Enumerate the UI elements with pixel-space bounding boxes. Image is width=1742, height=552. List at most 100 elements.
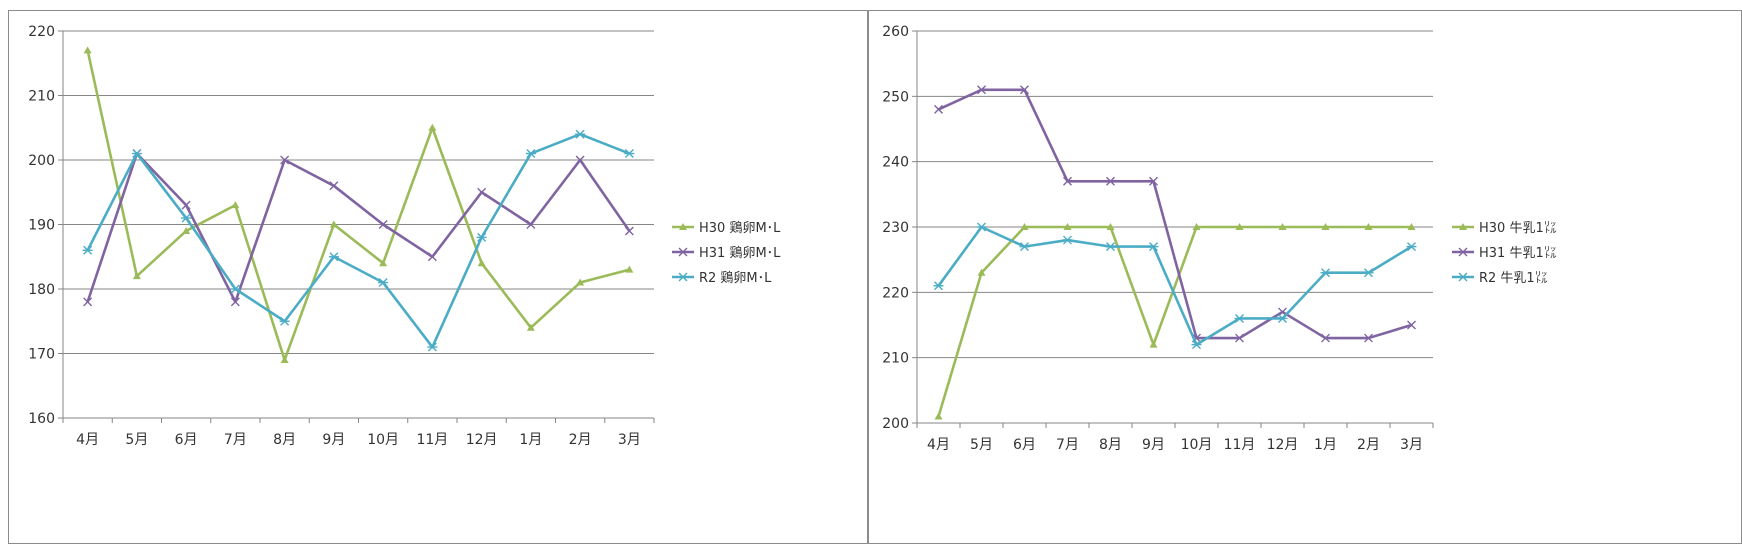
legend-entry: R2 鶏卵M･L (672, 271, 772, 286)
x-marker-stroke (378, 220, 388, 229)
triangle-marker (526, 323, 535, 331)
data-point (182, 226, 191, 234)
legend-entry: R2 牛乳1㍑ (1452, 271, 1548, 286)
data-point (575, 155, 585, 165)
triangle-marker (576, 278, 585, 286)
data-point (624, 226, 634, 236)
legend-entry: H30 牛乳1㍑ (1452, 221, 1557, 236)
x-tick-label: 7月 (1056, 437, 1079, 453)
data-point (1192, 223, 1201, 230)
triangle-marker (428, 123, 437, 131)
x-tick-label: 5月 (125, 432, 148, 448)
x-tick-label: 5月 (970, 437, 993, 453)
x-marker-stroke (1321, 333, 1330, 343)
data-point (1235, 223, 1244, 230)
series-0 (934, 223, 1416, 420)
triangle-marker (1192, 223, 1201, 230)
y-tick-label: 220 (28, 24, 55, 40)
data-point (1407, 223, 1416, 230)
data-point (1106, 223, 1115, 230)
x-tick-label: 6月 (1013, 437, 1036, 453)
y-tick-label: 240 (882, 155, 909, 171)
triangle-marker (625, 265, 634, 273)
data-point (1364, 333, 1373, 343)
data-point (427, 252, 437, 262)
data-point (379, 259, 388, 267)
data-point (977, 268, 986, 276)
x-tick-label: 3月 (618, 432, 641, 448)
legend-entry: H30 鶏卵M･L (672, 221, 781, 236)
x-marker-stroke (1063, 176, 1072, 186)
legend-label: H30 鶏卵M･L (699, 221, 781, 236)
chart-panel-eggs: 160 170 180 190 200 210 220 4月 5月 6月 7月 8月 9月 10月 11月 1… (8, 10, 868, 544)
legend-label: H30 牛乳1㍑ (1479, 221, 1557, 236)
x-marker-stroke (1364, 333, 1373, 343)
series-line (86, 50, 630, 362)
data-point (378, 220, 388, 229)
x-marker-stroke (83, 297, 93, 307)
triangle-marker (280, 355, 289, 363)
x-tick-label: 10月 (367, 432, 399, 448)
data-point (428, 123, 437, 131)
series-line (86, 152, 631, 304)
series-line (937, 225, 1413, 346)
data-point (525, 149, 536, 159)
legend-marker (679, 223, 687, 230)
y-tick-label: 190 (28, 218, 55, 234)
data-point (230, 297, 240, 307)
series-1 (83, 149, 634, 307)
legend-entry: H31 鶏卵M･L (672, 246, 781, 261)
chart-panel-milk: 200 210 220 230 240 250 260 4月 5月 6月 7月 8月 9月 10月 11月 1… (868, 10, 1742, 544)
data-point (1235, 333, 1244, 343)
x-marker-stroke (1235, 333, 1244, 343)
legend-label: R2 牛乳1㍑ (1479, 271, 1548, 286)
data-point (1321, 223, 1330, 230)
legend-marker (1459, 223, 1467, 230)
data-point (1191, 340, 1202, 350)
data-point (329, 181, 339, 191)
triangle-marker (1063, 223, 1072, 230)
data-point (231, 201, 240, 209)
x-marker-stroke (477, 187, 487, 197)
triangle-marker (132, 272, 141, 280)
triangle-marker (379, 259, 388, 267)
x-tick-label: 3月 (1400, 437, 1423, 453)
x-marker-stroke (1458, 247, 1468, 257)
data-point (427, 342, 438, 352)
y-tick-label: 210 (28, 89, 55, 105)
legend-entry: H31 牛乳1㍑ (1452, 246, 1557, 261)
egg-price-line-chart: 160 170 180 190 200 210 220 4月 5月 6月 7月 8月 9月 10月 11月 1… (28, 24, 781, 448)
triangle-marker (1106, 223, 1115, 230)
data-point (1106, 176, 1115, 186)
data-point (1148, 242, 1159, 252)
x-tick-label: 12月 (466, 432, 498, 448)
x-tick-label: 12月 (1267, 437, 1299, 453)
data-point (934, 104, 943, 114)
legend-marker (1458, 272, 1468, 282)
data-point (526, 323, 535, 331)
data-point (1321, 333, 1330, 343)
data-point (575, 129, 586, 139)
triangle-marker (1278, 223, 1287, 230)
data-point (181, 200, 191, 210)
legend-marker (1458, 247, 1468, 257)
triangle-marker (1407, 223, 1416, 230)
x-tick-label: 8月 (273, 432, 296, 448)
x-marker-stroke (427, 252, 437, 262)
data-point (625, 265, 634, 273)
triangle-marker (329, 220, 338, 228)
milk-price-line-chart: 200 210 220 230 240 250 260 4月 5月 6月 7月 8月 9月 10月 11月 1… (882, 24, 1557, 453)
data-point (1363, 268, 1374, 278)
data-point (280, 355, 289, 363)
data-point (279, 316, 290, 326)
data-point (976, 222, 987, 232)
triangle-marker (1149, 340, 1158, 348)
x-marker-stroke (329, 181, 339, 191)
x-tick-label: 4月 (927, 437, 950, 453)
data-point (1407, 320, 1416, 330)
triangle-marker (934, 412, 943, 420)
x-marker-stroke (678, 247, 688, 257)
x-tick-label: 2月 (569, 432, 592, 448)
x-tick-label: 6月 (175, 432, 198, 448)
data-point (1062, 235, 1073, 245)
